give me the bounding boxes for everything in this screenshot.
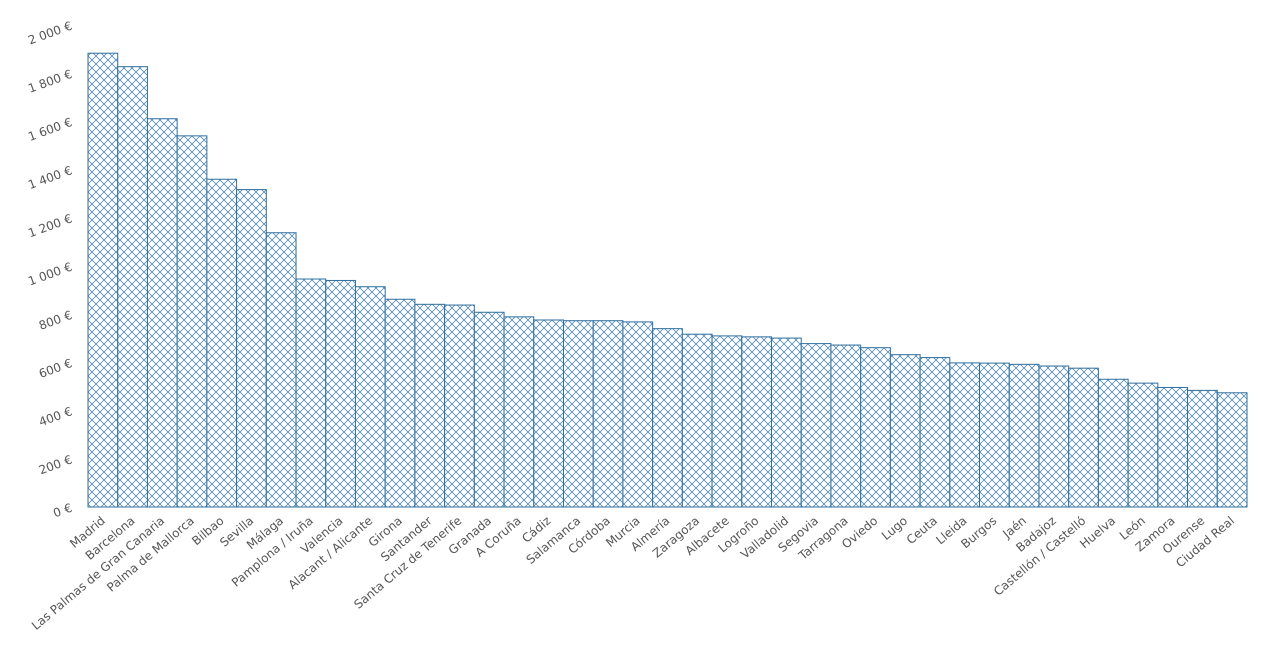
bar xyxy=(979,362,1010,508)
bar xyxy=(1127,382,1159,508)
bar xyxy=(1216,392,1248,508)
y-tick-label: 1 800 € xyxy=(26,67,74,96)
bar xyxy=(295,278,327,508)
bars xyxy=(87,52,1248,508)
y-tick-label: 1 600 € xyxy=(26,115,74,144)
bar xyxy=(176,135,208,508)
bar xyxy=(592,320,624,508)
y-axis: 0 € 200 € 400 € 600 € 800 € 1 000 € 1 200 € 1 4… xyxy=(26,19,74,521)
bar xyxy=(1068,367,1099,508)
bar xyxy=(533,319,564,508)
y-tick-label: 800 € xyxy=(37,308,74,333)
bar xyxy=(949,362,981,508)
bar xyxy=(622,321,654,508)
bar xyxy=(1157,386,1189,508)
bar xyxy=(236,189,267,508)
bar xyxy=(681,333,713,508)
y-tick-label: 400 € xyxy=(37,404,74,429)
bar xyxy=(830,344,862,508)
bar xyxy=(444,304,475,508)
y-tick-label: 2 000 € xyxy=(26,19,74,48)
bar xyxy=(889,354,921,508)
y-tick-label: 600 € xyxy=(37,356,74,381)
bar xyxy=(800,343,832,508)
bar xyxy=(87,52,119,508)
bar xyxy=(562,320,594,508)
bar xyxy=(354,286,386,508)
bar xyxy=(325,279,356,508)
bar xyxy=(652,328,683,508)
bar xyxy=(860,347,891,508)
bar xyxy=(206,178,238,508)
y-tick-label: 200 € xyxy=(37,452,74,477)
bar xyxy=(1038,365,1070,508)
bar xyxy=(146,118,178,508)
bar xyxy=(503,316,535,508)
bar xyxy=(265,232,297,508)
y-tick-label: 0 € xyxy=(51,501,74,521)
y-tick-label: 1 400 € xyxy=(26,163,74,192)
y-tick-label: 1 200 € xyxy=(26,211,74,240)
bar xyxy=(1008,363,1040,508)
bar xyxy=(919,357,951,508)
bar xyxy=(473,311,505,508)
bar xyxy=(117,66,148,508)
bar xyxy=(1097,378,1129,508)
bar xyxy=(1187,389,1218,508)
bar xyxy=(771,337,802,508)
bar xyxy=(384,298,416,508)
x-tick-label: Ceuta xyxy=(904,514,940,548)
bar xyxy=(414,303,446,508)
bar xyxy=(711,335,743,508)
bar xyxy=(741,336,773,508)
y-tick-label: 1 000 € xyxy=(26,260,74,289)
